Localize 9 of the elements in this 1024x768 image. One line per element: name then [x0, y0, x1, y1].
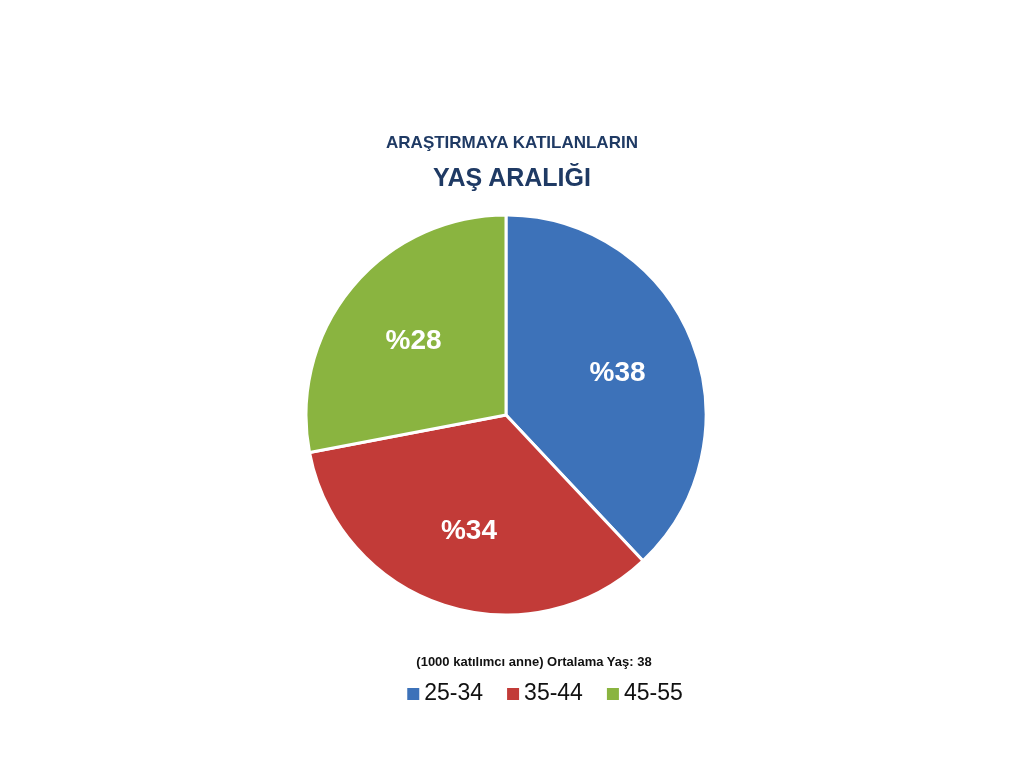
legend-label: 35-44	[524, 679, 584, 705]
data-label: %28	[385, 323, 442, 355]
data-label: %38	[589, 355, 646, 387]
legend-label: 45-55	[623, 679, 683, 705]
chart-subtitle: YAŞ ARALIĞI	[433, 163, 591, 191]
legend-label: 25-34	[424, 679, 484, 705]
data-label: %34	[440, 514, 498, 546]
chart-title: ARAŞTIRMAYA KATILANLARIN	[386, 133, 638, 152]
text: (1000 katılımcı anne) Ortalama Yaş: 38	[416, 654, 652, 669]
